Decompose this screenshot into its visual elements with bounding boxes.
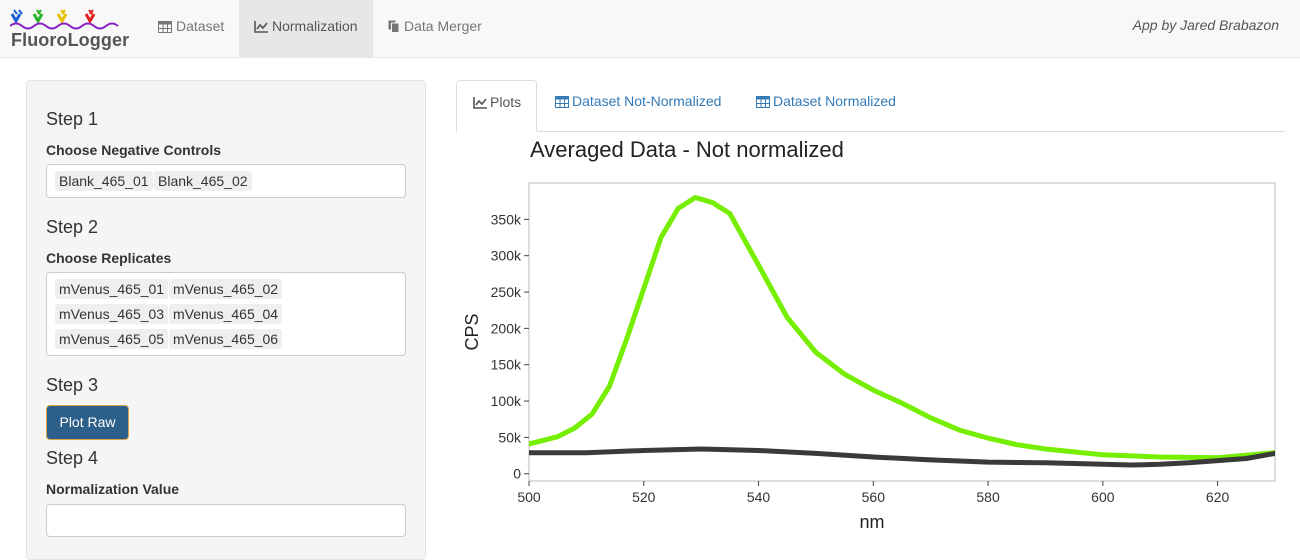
x-axis-label: nm — [859, 512, 884, 532]
tab-dataset-normalized-label: Dataset Normalized — [773, 93, 896, 109]
nav-data-merger[interactable]: Data Merger — [373, 0, 497, 58]
tab-dataset-not-normalized[interactable]: Dataset Not-Normalized — [539, 80, 737, 132]
nav-normalization[interactable]: Normalization — [239, 0, 373, 58]
line-chart-icon — [254, 21, 268, 33]
plot-raw-button[interactable]: Plot Raw — [46, 405, 129, 440]
series-line-1 — [529, 195, 1275, 461]
chart-area: 500 520 540 560 580 600 620 0 50k 100k 150k 200k 250… — [462, 182, 1276, 532]
normalization-value-label: Normalization Value — [46, 481, 180, 497]
tab-plots[interactable]: Plots — [456, 80, 537, 132]
y-tick-label: 200k — [491, 320, 522, 336]
tab-plots-label: Plots — [490, 94, 522, 110]
brand[interactable]: FluoroLogger — [10, 8, 130, 52]
y-tick-label: 300k — [491, 248, 522, 264]
step-2-heading: Step 2 — [46, 217, 99, 237]
x-tick-label: 540 — [747, 489, 771, 505]
brand-name: FluoroLogger — [11, 30, 130, 50]
nav-data-merger-label: Data Merger — [404, 18, 482, 34]
y-tick-label: 0 — [513, 466, 521, 482]
tab-dataset-not-normalized-label: Dataset Not-Normalized — [572, 93, 722, 109]
tab-bar: Plots Dataset Not-Normalized Dataset Nor… — [456, 80, 1285, 132]
step-1-heading: Step 1 — [46, 109, 99, 129]
table-icon — [555, 96, 569, 108]
nav-normalization-label: Normalization — [272, 18, 358, 34]
negative-controls-select[interactable]: Blank_465_01 Blank_465_02 — [46, 164, 406, 198]
y-axis-label: CPS — [462, 313, 482, 350]
replicate-chip[interactable]: mVenus_465_06 — [169, 329, 283, 349]
series-line-2 — [529, 446, 1275, 468]
negative-controls-label: Choose Negative Controls — [46, 142, 222, 158]
y-tick-label: 150k — [491, 357, 522, 373]
x-tick-label: 620 — [1206, 489, 1230, 505]
x-tick-label: 600 — [1091, 489, 1115, 505]
replicates-select[interactable]: mVenus_465_01 mVenus_465_02 mVenus_465_0… — [46, 272, 406, 356]
app-credit: App by Jared Brabazon — [1132, 17, 1279, 33]
x-tick-label: 560 — [862, 489, 886, 505]
step-4-heading: Step 4 — [46, 448, 99, 468]
negative-control-chip[interactable]: Blank_465_01 — [55, 171, 153, 191]
tab-dataset-normalized[interactable]: Dataset Normalized — [740, 80, 912, 132]
normalization-value-input[interactable] — [46, 504, 406, 537]
y-tick-label: 250k — [491, 284, 522, 300]
nav-dataset[interactable]: Dataset — [143, 0, 239, 58]
replicate-chip[interactable]: mVenus_465_02 — [169, 279, 283, 299]
navbar: FluoroLogger Dataset Normalization Data … — [0, 0, 1300, 58]
copy-icon — [388, 20, 400, 33]
replicate-chip[interactable]: mVenus_465_01 — [55, 279, 169, 299]
replicate-chip[interactable]: mVenus_465_03 — [55, 304, 169, 324]
negative-control-chip[interactable]: Blank_465_02 — [154, 171, 252, 191]
replicates-label: Choose Replicates — [46, 250, 172, 266]
x-tick-label: 580 — [976, 489, 1000, 505]
step-3-heading: Step 3 — [46, 375, 99, 395]
fluorologger-logo — [10, 9, 119, 30]
x-tick-label: 500 — [517, 489, 541, 505]
table-icon — [756, 96, 770, 108]
y-tick-label: 50k — [498, 429, 522, 445]
nav-dataset-label: Dataset — [176, 18, 225, 34]
table-icon — [158, 21, 172, 33]
sidebar-panel: Step 1 Choose Negative Controls Blank_46… — [26, 80, 426, 560]
replicate-chip[interactable]: mVenus_465_04 — [169, 304, 283, 324]
line-chart-icon — [473, 97, 487, 109]
chart-title: Averaged Data - Not normalized — [530, 137, 844, 162]
y-tick-label: 100k — [491, 393, 522, 409]
replicate-chip[interactable]: mVenus_465_05 — [55, 329, 169, 349]
x-tick-label: 520 — [632, 489, 656, 505]
plot-frame — [528, 182, 1276, 482]
y-tick-label: 350k — [491, 211, 522, 227]
